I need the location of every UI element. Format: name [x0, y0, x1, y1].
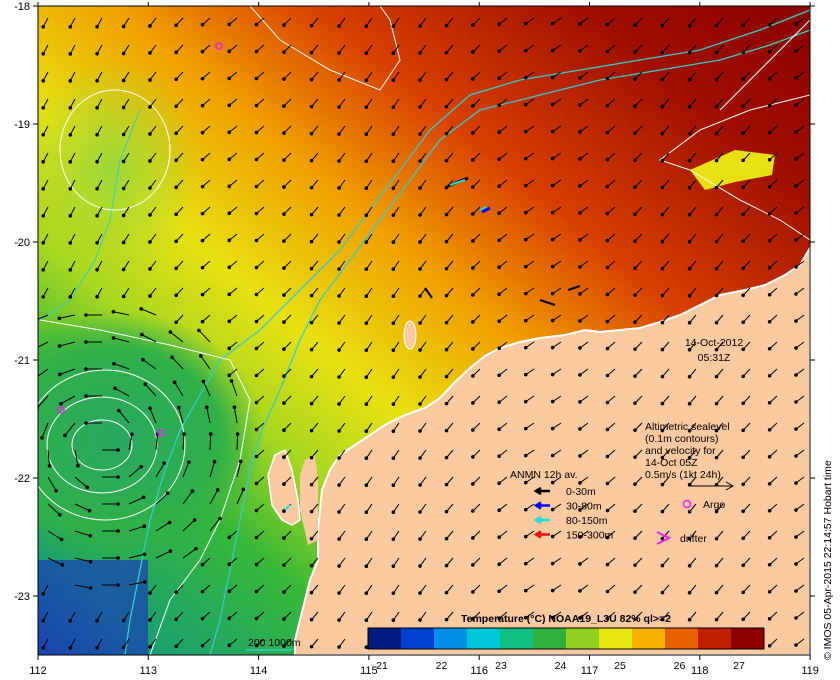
lon-tick-label: 113 — [140, 665, 158, 677]
cool-eddy-patch — [38, 310, 265, 570]
svg-text:drifter: drifter — [680, 533, 707, 545]
colorbar-tick-label: 23 — [495, 660, 507, 672]
legend-arrow-icon — [533, 501, 550, 510]
credit-line: © IMOS 05-Apr-2015 22:14:57 Hobart time — [822, 460, 834, 660]
legend-arrow-icon — [533, 530, 550, 539]
legend-item-label: 30-80m — [566, 501, 602, 513]
colorbar-tick-label: 25 — [614, 660, 626, 672]
colorbar-tick-label: 24 — [555, 660, 567, 672]
scale-arrow-icon — [688, 481, 735, 491]
colorbar-cell — [665, 628, 699, 649]
island — [403, 320, 417, 350]
lon-tick-label: 118 — [691, 665, 709, 677]
colorbar-cell — [368, 628, 402, 649]
legend-arrow-icon — [533, 486, 550, 496]
lat-tick-label: -20 — [14, 237, 30, 249]
isobath-200m — [209, 29, 810, 655]
lat-tick-label: -22 — [14, 473, 30, 485]
lat-tick-label: -19 — [14, 119, 30, 131]
svg-text:0.5m/s (1kt 24h): 0.5m/s (1kt 24h) — [645, 469, 721, 481]
colorbar-cell — [632, 628, 666, 649]
svg-text:Temperature (°C) NOAA19_L3U 82: Temperature (°C) NOAA19_L3U 82% ql>=2 — [461, 613, 671, 625]
lon-tick-label: 115 — [360, 665, 378, 677]
lat-tick-label: -23 — [14, 591, 30, 603]
altimetry-note: Altimetric sealevel (0.1m contours) and … — [645, 421, 735, 491]
colorbar-cell — [731, 628, 765, 649]
svg-text:(0.1m contours): (0.1m contours) — [645, 433, 719, 445]
colorbar: Temperature (°C) NOAA19_L3U 82% ql>=2 21… — [367, 613, 765, 672]
warm-anomaly-patch — [690, 150, 775, 190]
isobath-western — [39, 109, 141, 321]
colorbar-cell — [698, 628, 732, 649]
lon-tick-label: 112 — [29, 665, 47, 677]
svg-text:and velocity for: and velocity for — [645, 445, 716, 457]
deep-cold-patch — [38, 560, 148, 655]
svg-text:14-Oct 05Z: 14-Oct 05Z — [645, 457, 698, 469]
lon-tick-label: 114 — [250, 665, 268, 677]
colorbar-cell — [434, 628, 468, 649]
svg-text:Argo: Argo — [703, 499, 725, 511]
colorbar-tick-label: 27 — [733, 660, 745, 672]
lat-tick-label: -21 — [14, 355, 30, 367]
colorbar-cell — [467, 628, 501, 649]
latitude-ticks: -18 -19 -20 -21 -22 -23 — [14, 1, 815, 603]
colorbar-cell — [599, 628, 633, 649]
mooring-markers — [284, 176, 581, 511]
lon-tick-label: 117 — [581, 665, 599, 677]
lon-tick-label: 119 — [801, 665, 819, 677]
velocity-vectors — [38, 17, 805, 650]
svg-text:200 1000m: 200 1000m — [248, 637, 301, 649]
lat-tick-label: -18 — [14, 1, 30, 13]
svg-text:Altimetric sealevel: Altimetric sealevel — [645, 421, 730, 433]
colorbar-cell — [500, 628, 534, 649]
colorbar-tick-label: 26 — [674, 660, 686, 672]
svg-text:ANMN 12h av.: ANMN 12h av. — [510, 469, 578, 481]
timestamp-time: 05:31Z — [698, 352, 731, 364]
lon-tick-label: 116 — [470, 665, 488, 677]
timestamp-date: 14-Oct-2012 — [685, 337, 744, 349]
land-area — [294, 246, 810, 655]
colorbar-cell — [401, 628, 435, 649]
legend-item-label: 80-150m — [566, 515, 608, 527]
argo-floats — [57, 42, 223, 437]
legend-item-label: 0-30m — [566, 486, 596, 498]
mooring-legend: ANMN 12h av. 0-30m30-80m80-150m150-300m … — [510, 469, 725, 545]
sealevel-contours — [38, 6, 810, 655]
cool-northwest-patch — [38, 60, 200, 280]
legend-item-label: 150-300m — [566, 530, 614, 542]
colorbar-cell — [566, 628, 600, 649]
map-frame — [37, 5, 811, 656]
colorbar-tick-label: 22 — [436, 660, 448, 672]
drifter-legend-icon — [656, 531, 672, 545]
legend-arrow-icon — [533, 515, 550, 525]
colorbar-cell — [533, 628, 567, 649]
bathymetry-legend: 200 1000m — [246, 637, 301, 651]
longitude-ticks: 112 113 114 115 116 117 118 119 — [29, 2, 819, 677]
colorbar-tick-label: 21 — [376, 660, 388, 672]
argo-legend-icon — [682, 499, 692, 509]
peninsula — [267, 448, 301, 526]
inner-land-patch — [300, 455, 318, 545]
